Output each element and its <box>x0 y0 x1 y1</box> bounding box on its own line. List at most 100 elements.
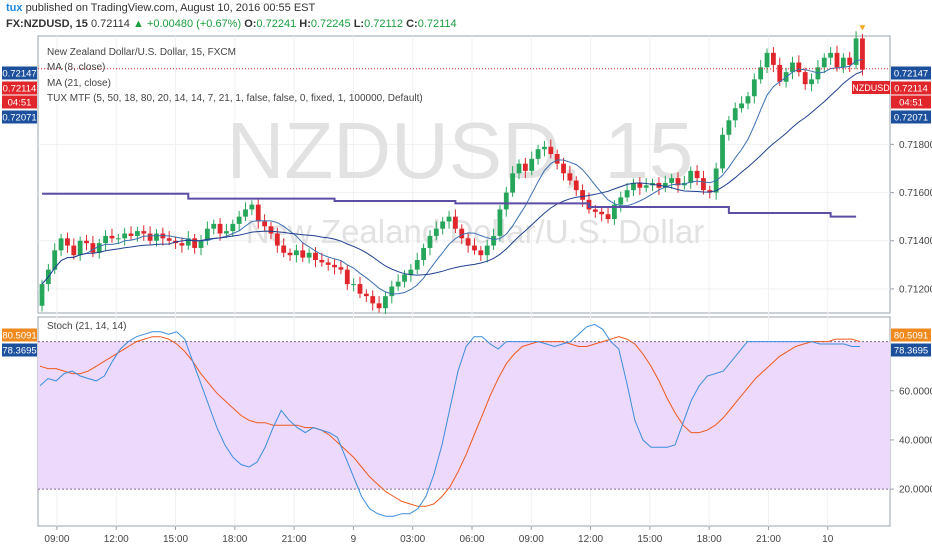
legend-ma21[interactable]: MA (21, close) <box>47 78 111 89</box>
candle <box>561 157 566 181</box>
open-key: O: <box>244 18 257 30</box>
candle-body <box>529 158 535 171</box>
left-last-badge: 0.72114 <box>2 81 37 95</box>
watermark-symbol: NZDUSD, 15 <box>227 106 694 195</box>
candle-body <box>427 235 433 248</box>
candle <box>847 51 853 73</box>
candle <box>440 217 446 235</box>
candle-body <box>236 216 242 224</box>
candle-body <box>230 223 236 232</box>
candle-body <box>618 197 624 205</box>
candle <box>497 205 503 242</box>
candle <box>542 141 547 157</box>
candle-body <box>389 286 395 297</box>
legend-stoch[interactable]: Stoch (21, 14, 14) <box>47 321 127 332</box>
candle <box>790 56 795 80</box>
candle-body <box>421 247 426 261</box>
candle <box>484 239 490 263</box>
candle <box>71 238 77 260</box>
candle-body <box>497 209 503 236</box>
candle <box>255 198 261 229</box>
right-stoch-d-badge-text: 80.5091 <box>894 331 928 342</box>
candle <box>771 47 776 73</box>
candle-body <box>179 243 185 246</box>
candle <box>294 244 299 263</box>
candle-body <box>720 134 725 169</box>
left-stoch-d-badge-bg <box>2 328 37 342</box>
candle-body <box>624 190 630 198</box>
candle <box>268 221 274 240</box>
candle-body <box>764 52 770 68</box>
candle-body <box>535 149 541 159</box>
time-tick-label: 21:00 <box>282 534 307 545</box>
candle-body <box>58 238 64 251</box>
candle <box>77 236 83 261</box>
candle-body <box>408 269 414 275</box>
candle <box>745 91 751 110</box>
candle-body <box>802 72 808 85</box>
candle <box>217 218 223 241</box>
candle <box>109 228 115 243</box>
candle <box>414 252 420 274</box>
candle-body <box>383 296 388 309</box>
time-tick-label: 06:00 <box>459 534 484 545</box>
stoch-tick-label: 40.0000 <box>899 435 932 446</box>
candle-body <box>122 233 128 239</box>
candle-body <box>274 233 280 246</box>
candle-body <box>71 245 77 256</box>
candle-body <box>567 173 573 181</box>
candle-body <box>459 228 465 239</box>
candle-body <box>771 52 776 65</box>
candle <box>84 234 89 251</box>
candle-body <box>351 284 357 286</box>
right-low-badge-bg <box>891 110 931 124</box>
candle-body <box>751 79 757 97</box>
candle <box>65 232 70 253</box>
candle <box>726 115 732 141</box>
publisher-name[interactable]: tux <box>6 2 23 14</box>
candle-body <box>522 163 528 171</box>
candle <box>332 259 337 275</box>
candle-body <box>249 204 255 210</box>
candle <box>535 144 541 165</box>
candle-body <box>268 226 274 234</box>
candle <box>669 173 675 189</box>
candle <box>631 178 636 196</box>
candle-body <box>446 216 452 222</box>
left-stoch-k-badge: 78.3695 <box>2 343 37 357</box>
candle <box>179 237 185 253</box>
time-tick-label: 18:00 <box>697 534 722 545</box>
candle <box>325 258 331 271</box>
candle-body <box>294 250 299 256</box>
legend-tux-mtf[interactable]: TUX MTF (5, 50, 18, 80, 20, 14, 14, 7, 2… <box>47 93 423 104</box>
candle-body <box>198 240 204 248</box>
candle <box>154 229 159 247</box>
candle-body <box>643 185 649 188</box>
candle-body <box>726 120 732 135</box>
candle <box>840 53 846 74</box>
candle-body <box>52 250 58 270</box>
low-key: L: <box>353 18 365 30</box>
candle <box>198 234 204 256</box>
candle <box>338 260 344 274</box>
left-stoch-k-badge-bg <box>2 343 37 357</box>
candle <box>637 177 643 195</box>
candle <box>351 278 357 292</box>
candle-body <box>745 96 751 104</box>
candle <box>357 276 363 299</box>
candle-body <box>370 296 376 304</box>
time-tick-label: 10 <box>822 534 834 545</box>
legend-ma8[interactable]: MA (8, close) <box>47 62 106 73</box>
candle-body <box>465 238 471 246</box>
candle <box>52 243 58 274</box>
symbol-label[interactable]: FX:NZDUSD, 15 <box>6 18 88 30</box>
candle <box>567 166 573 185</box>
series-title[interactable]: New Zealand Dollar/U.S. Dollar, 15, FXCM <box>47 47 236 58</box>
candle-body <box>39 284 45 306</box>
candle-body <box>821 57 827 68</box>
right-high-badge-bg <box>891 66 931 80</box>
candle-body <box>592 209 598 212</box>
candle-body <box>453 216 458 229</box>
